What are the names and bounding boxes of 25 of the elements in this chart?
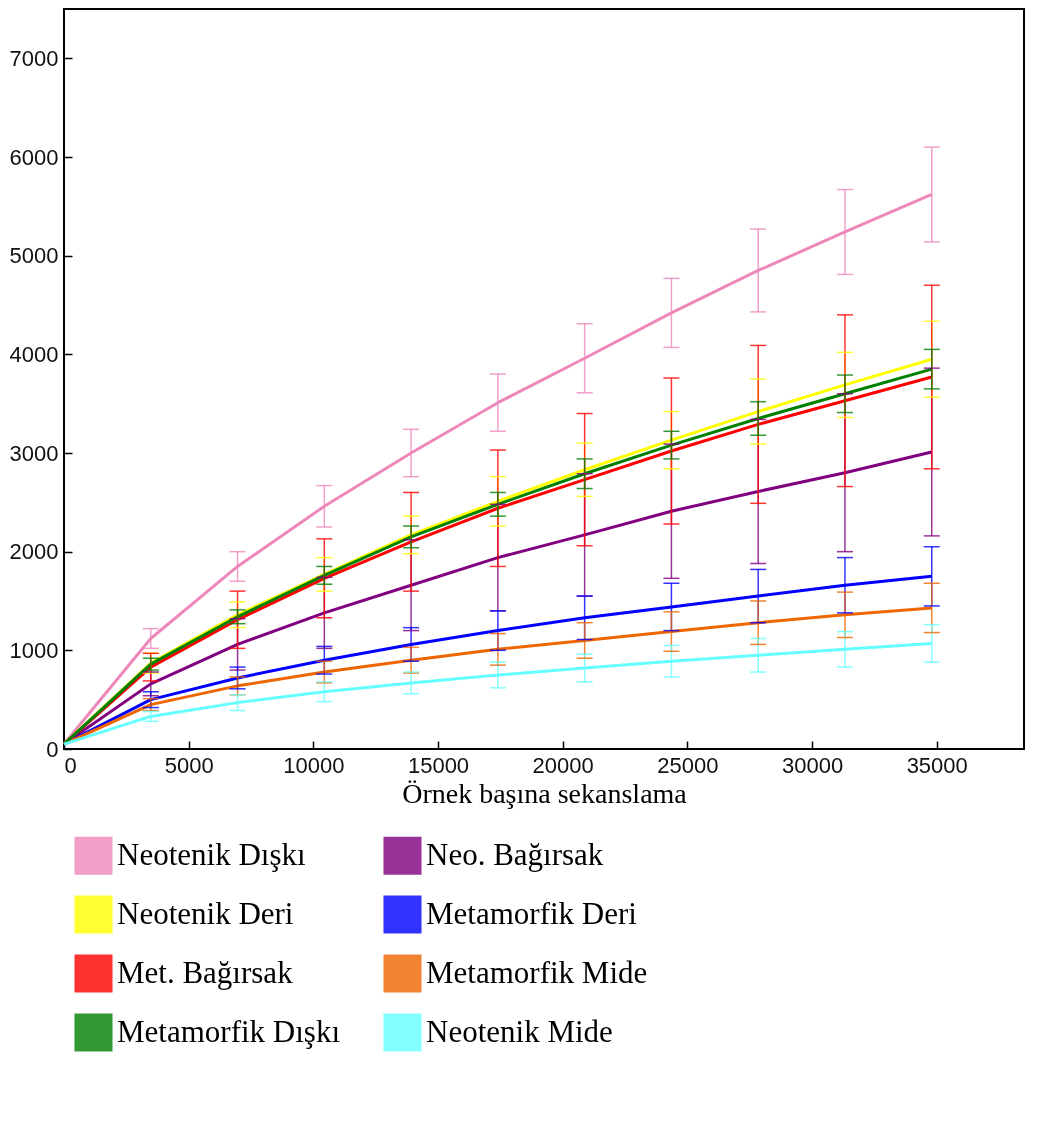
y-tick-label: 6000 — [9, 144, 59, 170]
y-tick-label: 7000 — [9, 45, 59, 71]
x-tick-label: 20000 — [532, 752, 594, 778]
x-tick-label: 30000 — [781, 752, 844, 778]
x-tick-label: 15000 — [407, 752, 470, 778]
legend-label: Metamorfik Deri — [426, 895, 638, 931]
x-tick-label: 10000 — [283, 752, 345, 778]
x-tick-label: 5000 — [164, 752, 214, 778]
legend-label: Metamorfik Dışkı — [117, 1013, 341, 1049]
legend-label: Neo. Bağırsak — [426, 836, 604, 872]
x-tick-label: 0 — [64, 752, 77, 778]
y-tick-label: 0 — [46, 736, 59, 762]
x-tick-label: 25000 — [657, 752, 719, 778]
x-tick-label: 35000 — [906, 752, 968, 778]
legend-label: Neotenik Dışkı — [117, 836, 306, 872]
y-tick-label: 3000 — [9, 440, 59, 466]
y-tick-label: 4000 — [9, 341, 59, 367]
y-tick-label: 5000 — [9, 243, 59, 269]
legend-label: Metamorfik Mide — [426, 954, 648, 990]
x-axis-title: Örnek başına sekanslama — [402, 777, 688, 809]
legend-label: Neotenik Mide — [426, 1013, 613, 1049]
y-tick-label: 1000 — [9, 637, 59, 663]
y-tick-label: 2000 — [9, 539, 59, 565]
legend-label: Neotenik Deri — [117, 895, 294, 931]
legend-label: Met. Bağırsak — [117, 954, 294, 990]
